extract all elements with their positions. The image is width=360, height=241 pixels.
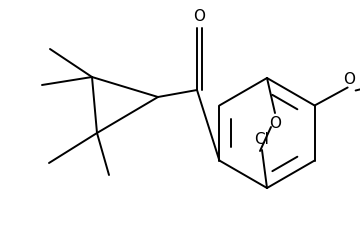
Text: O: O: [193, 9, 205, 24]
Text: O: O: [343, 72, 355, 87]
Text: O: O: [269, 116, 281, 131]
Text: Cl: Cl: [255, 132, 269, 147]
